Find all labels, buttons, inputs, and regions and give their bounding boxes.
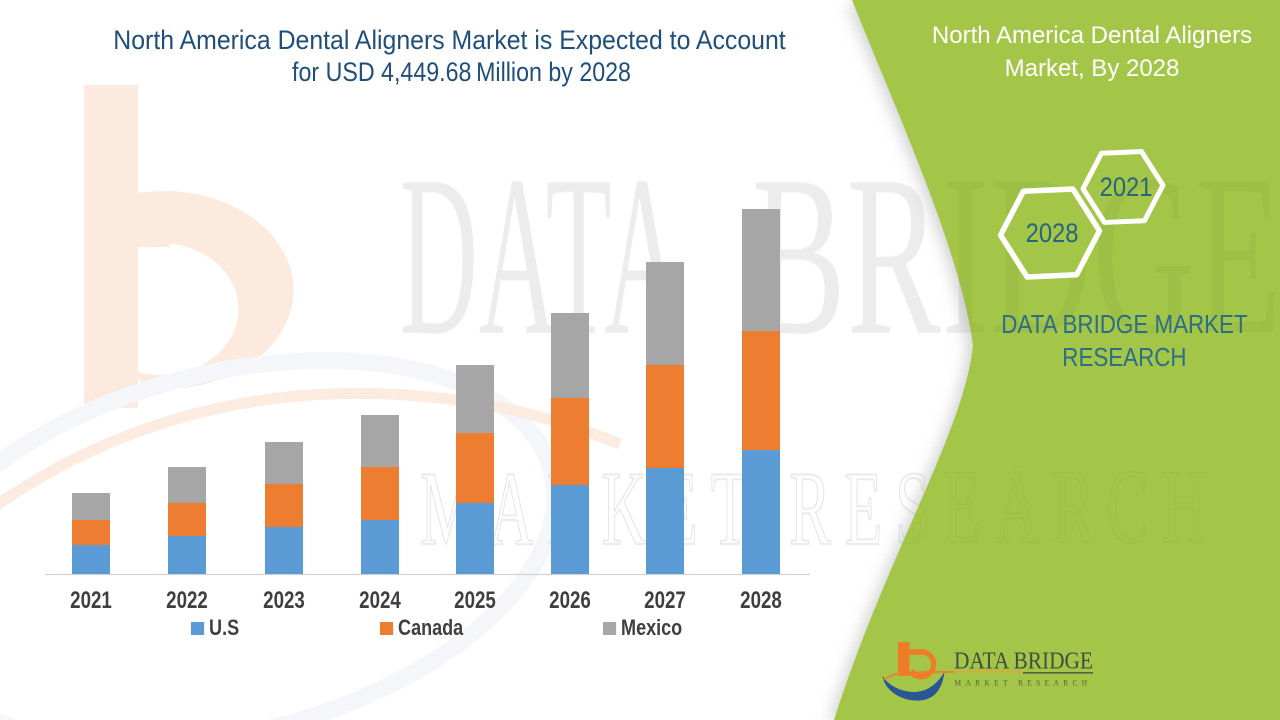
svg-text:MARKET RESEARCH: MARKET RESEARCH: [955, 678, 1092, 688]
svg-text:DATA BRIDGE: DATA BRIDGE: [954, 649, 1093, 675]
